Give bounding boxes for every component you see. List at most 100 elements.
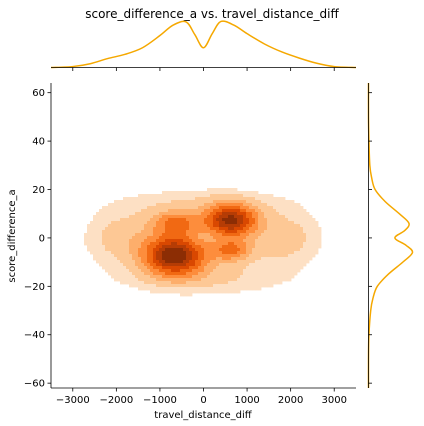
kde-density-cell	[108, 254, 112, 258]
kde-density-cell	[297, 212, 301, 216]
kde-density-cell	[147, 227, 151, 231]
kde-density-cell	[120, 236, 124, 240]
kde-density-cell	[297, 209, 301, 213]
kde-density-cell	[315, 227, 319, 231]
kde-density-cell	[207, 215, 211, 219]
kde-density-cell	[135, 200, 139, 204]
kde-density-cell	[132, 203, 136, 207]
kde-density-cell	[141, 215, 145, 219]
kde-density-cell	[300, 233, 304, 237]
kde-density-cell	[312, 242, 316, 246]
kde-density-cell	[177, 191, 181, 195]
kde-density-cell	[276, 275, 280, 279]
kde-density-cell	[279, 230, 283, 234]
kde-density-cell	[222, 245, 226, 249]
kde-density-cell	[240, 203, 244, 207]
kde-density-cell	[288, 260, 292, 264]
kde-density-cell	[237, 206, 241, 210]
kde-density-cell	[153, 290, 157, 294]
kde-density-cell	[240, 254, 244, 258]
kde-density-cell	[210, 200, 214, 204]
kde-density-cell	[237, 224, 241, 228]
kde-density-cell	[183, 245, 187, 249]
kde-density-cell	[114, 212, 118, 216]
kde-density-cell	[219, 278, 223, 282]
kde-density-cell	[282, 245, 286, 249]
kde-density-cell	[300, 263, 304, 267]
kde-density-cell	[165, 245, 169, 249]
kde-density-cell	[147, 272, 151, 276]
kde-density-cell	[198, 263, 202, 267]
kde-density-cell	[126, 224, 130, 228]
kde-density-cell	[204, 260, 208, 264]
kde-density-cell	[294, 224, 298, 228]
kde-density-cell	[126, 230, 130, 234]
kde-density-cell	[165, 194, 169, 198]
kde-density-cell	[93, 215, 97, 219]
kde-density-cell	[207, 281, 211, 285]
kde-density-cell	[294, 254, 298, 258]
kde-density-cell	[309, 239, 313, 243]
kde-density-cell	[159, 251, 163, 255]
kde-density-cell	[123, 263, 127, 267]
kde-density-cell	[117, 227, 121, 231]
kde-density-cell	[177, 197, 181, 201]
kde-density-cell	[291, 242, 295, 246]
kde-density-cell	[162, 248, 166, 252]
kde-density-cell	[162, 212, 166, 216]
kde-density-cell	[237, 239, 241, 243]
kde-density-cell	[288, 230, 292, 234]
kde-density-cell	[99, 233, 103, 237]
kde-density-cell	[141, 212, 145, 216]
kde-density-cell	[180, 197, 184, 201]
kde-density-cell	[309, 215, 313, 219]
kde-density-cell	[96, 215, 100, 219]
x-marginal-ticks	[72, 67, 335, 71]
kde-density-cell	[183, 269, 187, 273]
kde-density-cell	[123, 257, 127, 261]
kde-density-cell	[135, 245, 139, 249]
kde-density-cell	[267, 236, 271, 240]
kde-density-cell	[246, 224, 250, 228]
kde-density-cell	[276, 257, 280, 261]
kde-density-cell	[216, 269, 220, 273]
kde-density-cell	[111, 248, 115, 252]
kde-density-cell	[204, 230, 208, 234]
kde-density-cell	[207, 266, 211, 270]
kde-density-cell	[156, 248, 160, 252]
kde-density-cell	[189, 248, 193, 252]
kde-density-cell	[174, 215, 178, 219]
kde-density-cell	[156, 194, 160, 198]
kde-density-cell	[180, 236, 184, 240]
kde-density-cell	[171, 212, 175, 216]
kde-density-cell	[201, 284, 205, 288]
kde-density-cell	[294, 221, 298, 225]
kde-density-cell	[117, 254, 121, 258]
kde-density-cell	[213, 203, 217, 207]
kde-density-cell	[276, 224, 280, 228]
kde-density-cell	[246, 233, 250, 237]
kde-density-cell	[195, 287, 199, 291]
kde-density-cell	[123, 203, 127, 207]
kde-density-cell	[126, 245, 130, 249]
kde-density-cell	[186, 257, 190, 261]
kde-density-cell	[246, 242, 250, 246]
kde-density-cell	[306, 212, 310, 216]
kde-density-cell	[270, 233, 274, 237]
kde-density-cell	[261, 269, 265, 273]
kde-density-cell	[300, 260, 304, 264]
kde-density-cell	[231, 251, 235, 255]
kde-density-cell	[105, 230, 109, 234]
kde-density-cell	[132, 278, 136, 282]
kde-density-cell	[276, 242, 280, 246]
kde-density-cell	[219, 257, 223, 261]
kde-density-cell	[252, 215, 256, 219]
kde-density-cell	[285, 275, 289, 279]
kde-density-cell	[210, 188, 214, 192]
kde-density-cell	[249, 263, 253, 267]
kde-density-cell	[303, 257, 307, 261]
kde-density-cell	[219, 281, 223, 285]
kde-density-cell	[186, 218, 190, 222]
kde-density-cell	[216, 191, 220, 195]
kde-density-cell	[315, 236, 319, 240]
